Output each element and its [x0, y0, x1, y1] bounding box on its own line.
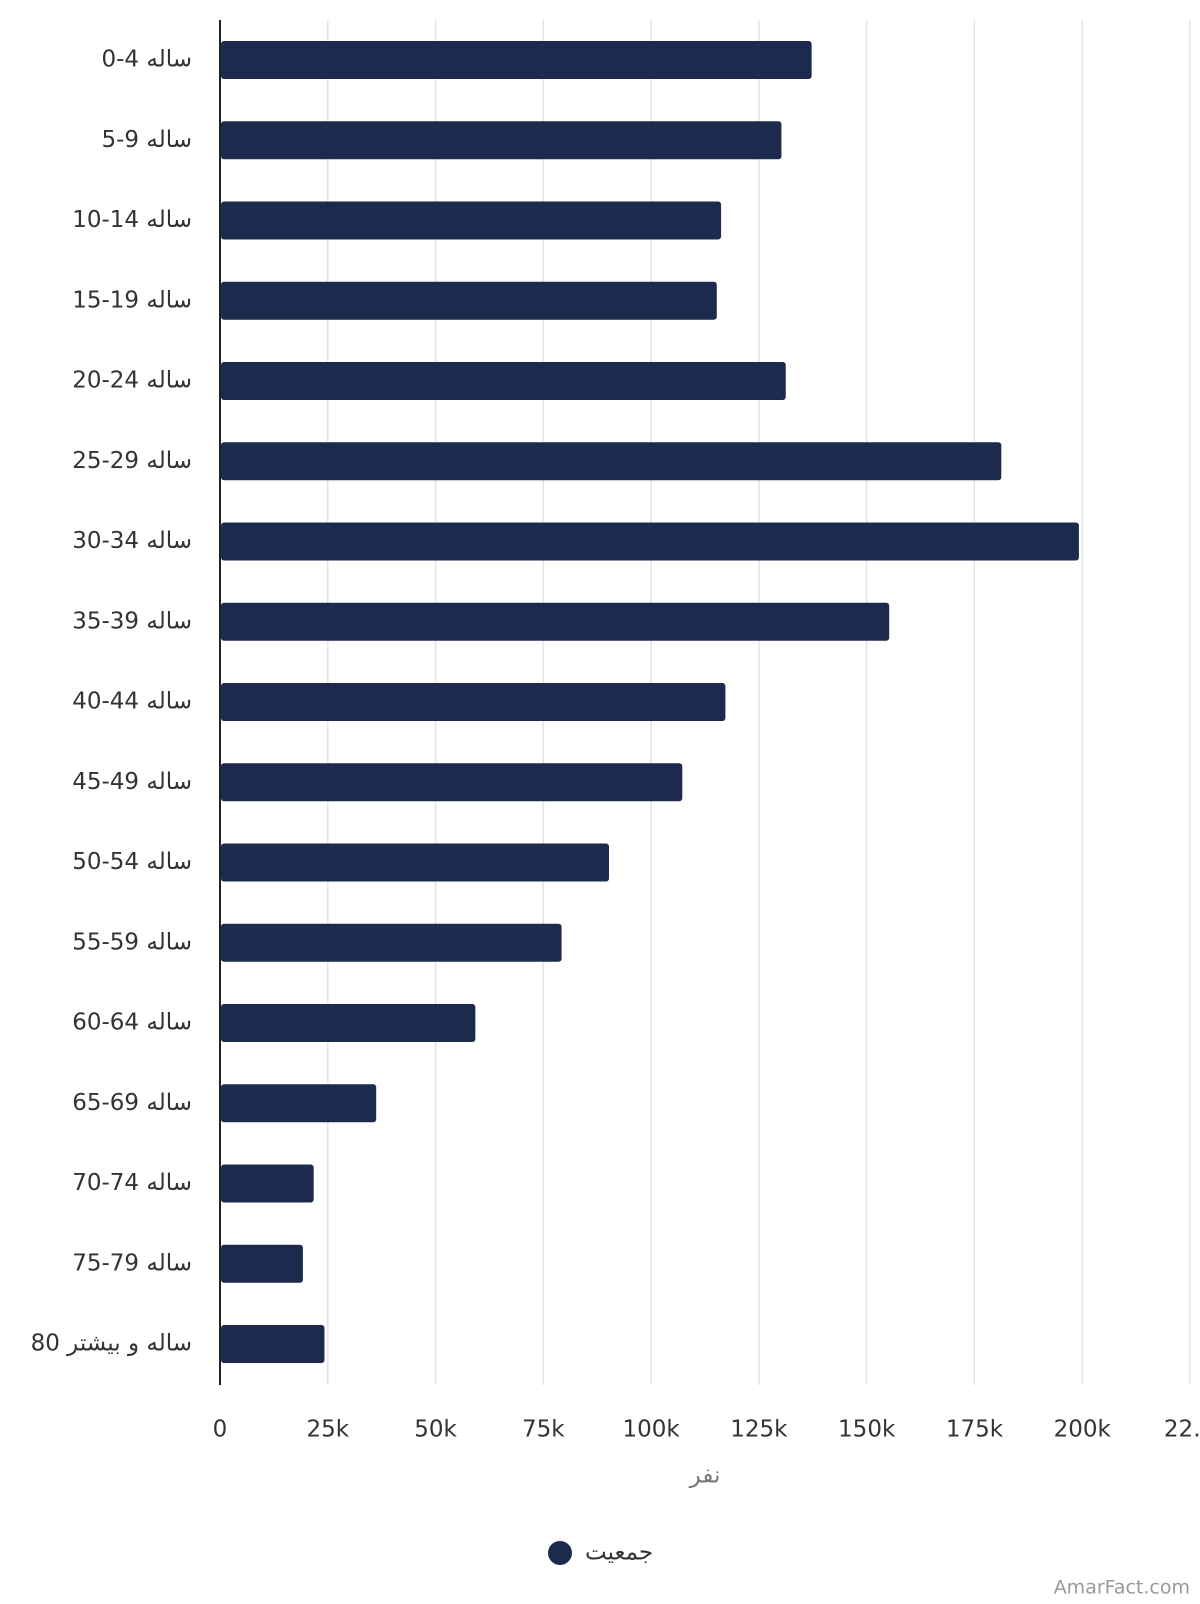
y-tick-label: 50-54 ساله — [72, 849, 192, 875]
bar — [221, 362, 786, 400]
y-tick-label: 25-29 ساله — [72, 448, 192, 474]
legend-label: جمعیت — [585, 1540, 653, 1566]
y-tick-label: 35-39 ساله — [72, 608, 192, 634]
bar — [221, 683, 726, 721]
x-tick-label: 150k — [838, 1417, 896, 1443]
bar — [221, 41, 812, 79]
bar — [221, 522, 1079, 561]
y-tick-label: 45-49 ساله — [72, 769, 192, 795]
x-tick-label: 200k — [1054, 1417, 1112, 1443]
x-tick-label: 100k — [622, 1417, 680, 1443]
y-tick-label: 0-4 ساله — [101, 47, 192, 73]
bar — [221, 1084, 377, 1123]
y-tick-label: 40-44 ساله — [72, 689, 192, 715]
bar — [221, 602, 890, 641]
x-tick-label: 175k — [946, 1417, 1004, 1443]
x-tick-label: 125k — [730, 1417, 788, 1443]
y-tick-label: 60-64 ساله — [72, 1010, 192, 1036]
y-tick-label: 65-69 ساله — [72, 1090, 192, 1116]
y-tick-label: 70-74 ساله — [72, 1170, 192, 1196]
y-tick-label: 80 ساله و بیشتر — [31, 1331, 192, 1357]
bar — [221, 121, 782, 160]
bar — [221, 843, 609, 882]
x-tick-label: 50k — [414, 1417, 457, 1443]
bar — [221, 1164, 314, 1203]
bar — [221, 201, 722, 240]
x-tick-label: 0 — [213, 1417, 228, 1443]
y-tick-label: 15-19 ساله — [72, 287, 192, 313]
bar — [221, 1004, 476, 1042]
x-tick-label: 25k — [306, 1417, 349, 1443]
y-tick-label: 55-59 ساله — [72, 929, 192, 955]
x-tick-label: 75k — [522, 1417, 565, 1443]
y-tick-label: 75-79 ساله — [72, 1250, 192, 1276]
x-tick-label: 22… — [1164, 1417, 1200, 1443]
y-tick-label: 30-34 ساله — [72, 528, 192, 554]
x-axis-title: نفر — [689, 1463, 721, 1489]
bar — [221, 1244, 303, 1283]
bar — [221, 763, 683, 802]
watermark: AmarFact.com — [1054, 1577, 1190, 1599]
bar — [221, 1325, 325, 1363]
bar — [221, 923, 562, 962]
legend-marker — [548, 1541, 572, 1565]
bar — [221, 281, 717, 320]
y-tick-label: 5-9 ساله — [101, 127, 192, 153]
bar — [221, 442, 1002, 481]
y-tick-label: 20-24 ساله — [72, 368, 192, 394]
y-tick-label: 10-14 ساله — [72, 207, 192, 233]
